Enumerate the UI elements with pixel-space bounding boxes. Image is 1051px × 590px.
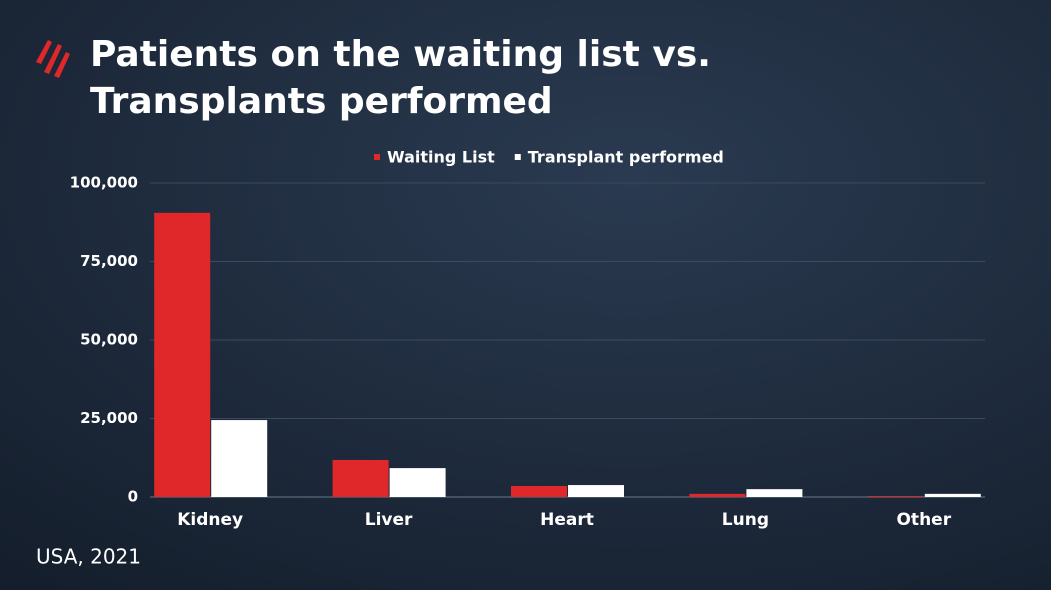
y-tick-label: 100,000 bbox=[70, 174, 138, 192]
bar bbox=[568, 485, 624, 497]
x-tick-label: Lung bbox=[722, 510, 769, 530]
x-tick-label: Kidney bbox=[177, 510, 243, 530]
y-tick-label: 0 bbox=[128, 488, 138, 506]
y-tick-label: 50,000 bbox=[80, 331, 138, 349]
chart-title: Patients on the waiting list vs. bbox=[90, 34, 711, 75]
bar bbox=[511, 486, 567, 497]
legend-label: Transplant performed bbox=[528, 148, 724, 167]
logo bbox=[36, 40, 70, 78]
y-tick-label: 75,000 bbox=[80, 252, 138, 270]
bar bbox=[211, 420, 268, 497]
y-tick-label: 25,000 bbox=[80, 409, 138, 427]
bar bbox=[689, 493, 746, 497]
legend-marker bbox=[514, 154, 521, 160]
x-tick-label: Liver bbox=[365, 510, 413, 530]
x-tick-label: Heart bbox=[540, 510, 594, 530]
legend-label: Waiting List bbox=[387, 148, 495, 167]
legend-marker bbox=[374, 154, 380, 160]
bar bbox=[389, 468, 446, 497]
footnote: USA, 2021 bbox=[36, 545, 141, 569]
bar bbox=[154, 212, 211, 497]
chart-title: Transplants performed bbox=[90, 81, 553, 122]
bar bbox=[867, 496, 924, 497]
bar bbox=[746, 489, 803, 497]
bar bbox=[332, 459, 389, 497]
x-tick-label: Other bbox=[896, 510, 951, 530]
bar bbox=[924, 493, 981, 497]
